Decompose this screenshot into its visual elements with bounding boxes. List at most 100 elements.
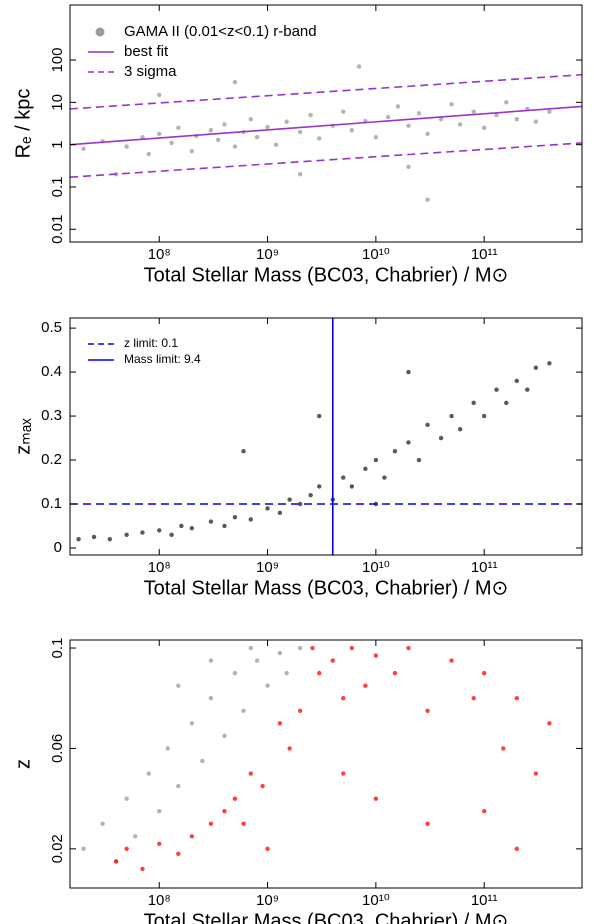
point <box>525 387 530 392</box>
point <box>157 92 162 98</box>
point <box>471 400 476 406</box>
line <box>70 105 582 146</box>
point <box>297 172 303 177</box>
point <box>169 532 174 537</box>
x-tick-label: 10⁹ <box>256 892 279 909</box>
point <box>248 116 253 122</box>
point <box>341 475 346 480</box>
y-tick-label: 0.3 <box>41 407 62 424</box>
point <box>438 116 444 122</box>
point <box>208 658 214 663</box>
point <box>406 164 411 169</box>
x-axis-title: Total Stellar Mass (BC03, Chabrier) / M⊙ <box>144 910 509 924</box>
point <box>157 841 162 847</box>
point <box>297 645 303 651</box>
point <box>81 146 86 151</box>
legend-label: GAMA II (0.01<z<0.1) r-band <box>124 23 317 40</box>
legend-marker <box>95 27 105 37</box>
line <box>70 142 582 179</box>
point <box>297 129 303 135</box>
legend-label: 3 sigma <box>124 63 177 80</box>
point <box>471 696 476 701</box>
point <box>140 866 145 872</box>
point <box>124 532 129 537</box>
point <box>494 387 499 392</box>
x-tick-label: 10⁸ <box>148 892 171 909</box>
point <box>232 79 238 85</box>
point <box>81 846 86 852</box>
point <box>189 525 195 531</box>
point <box>514 116 519 122</box>
point <box>533 771 539 776</box>
y-tick-label: 0.2 <box>41 451 62 468</box>
point <box>504 400 509 406</box>
point <box>200 758 205 764</box>
y-tick-label: 100 <box>49 48 66 73</box>
point <box>386 114 391 120</box>
point <box>157 528 162 533</box>
x-tick-label: 10¹¹ <box>471 892 498 909</box>
point <box>169 140 174 146</box>
point <box>349 484 355 489</box>
point <box>140 135 145 140</box>
plot-area <box>81 645 552 872</box>
point <box>425 821 430 826</box>
point <box>438 435 444 441</box>
point <box>547 361 552 366</box>
point <box>157 808 162 814</box>
y-tick-label: 0 <box>54 539 62 556</box>
point <box>277 510 283 515</box>
x-tick-label: 10¹⁰ <box>362 246 390 263</box>
point <box>146 151 151 157</box>
point <box>395 104 401 109</box>
x-tick-label: 10¹⁰ <box>362 559 390 576</box>
point <box>308 493 313 498</box>
y-axis-title: zₘₐₓ <box>12 418 34 455</box>
point <box>232 670 238 676</box>
point <box>124 796 129 801</box>
point <box>547 721 552 726</box>
point <box>494 112 499 118</box>
point <box>425 708 430 713</box>
point <box>449 102 454 107</box>
x-tick-label: 10¹⁰ <box>362 892 390 909</box>
point <box>179 523 184 529</box>
point <box>363 466 368 472</box>
x-tick-label: 10¹¹ <box>471 559 498 576</box>
point <box>287 497 292 502</box>
point <box>248 645 253 651</box>
x-tick-label: 10⁸ <box>148 246 171 263</box>
point <box>406 645 411 651</box>
point <box>501 746 506 751</box>
point <box>356 64 362 69</box>
point <box>330 658 335 663</box>
point <box>222 523 227 529</box>
point <box>248 771 253 776</box>
x-tick-label: 10¹¹ <box>471 246 498 263</box>
point <box>277 650 283 656</box>
point <box>317 670 322 676</box>
point <box>297 501 303 507</box>
point <box>297 708 303 713</box>
point <box>481 125 487 131</box>
y-axis-title: z <box>12 759 34 769</box>
point <box>406 440 411 445</box>
y-tick-label: 0.5 <box>41 319 62 336</box>
legend-label: Mass limit: 9.4 <box>124 352 201 366</box>
point <box>317 136 322 141</box>
point <box>208 519 214 524</box>
point <box>189 721 195 726</box>
y-tick-label: 0.4 <box>41 363 62 380</box>
y-tick-label: 0.1 <box>41 495 62 512</box>
x-tick-label: 10⁸ <box>148 559 171 576</box>
point <box>176 783 181 789</box>
point <box>341 109 346 114</box>
frame <box>69 639 583 889</box>
point <box>373 135 379 140</box>
point <box>254 135 260 140</box>
point <box>232 796 238 801</box>
point <box>406 369 411 375</box>
point <box>373 653 379 658</box>
point <box>176 125 181 131</box>
point <box>124 846 129 852</box>
